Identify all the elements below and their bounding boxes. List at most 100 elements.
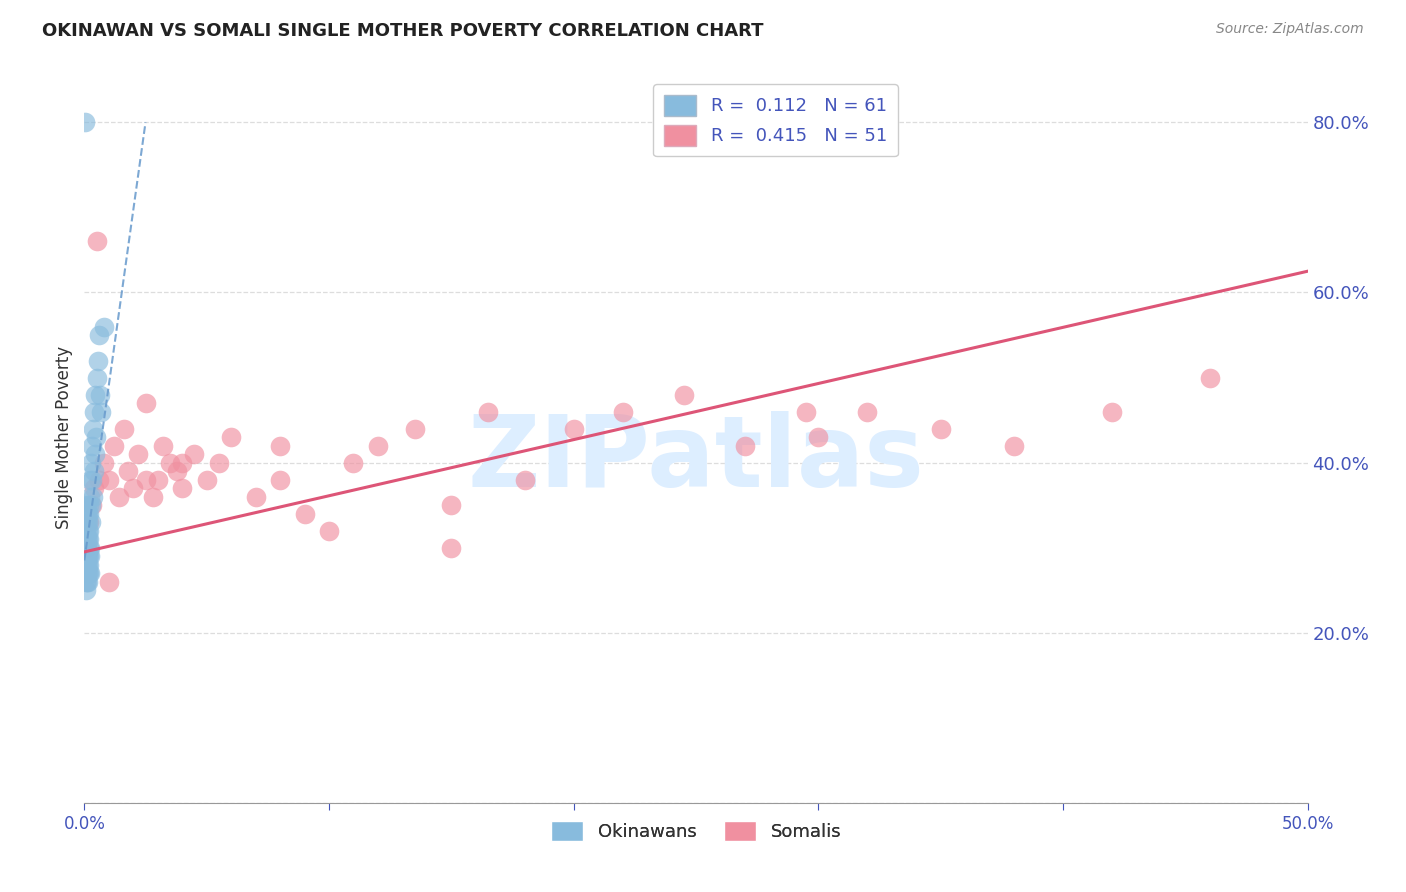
Legend: Okinawans, Somalis: Okinawans, Somalis	[544, 814, 848, 848]
Point	[269, 473, 291, 487]
Point	[672, 387, 695, 401]
Point	[76, 498, 98, 512]
Text: ZIPatlas: ZIPatlas	[468, 410, 924, 508]
Point	[219, 430, 242, 444]
Point	[79, 566, 101, 581]
Point	[83, 464, 105, 478]
Point	[80, 515, 103, 529]
Point	[82, 473, 104, 487]
Point	[77, 558, 100, 572]
Point	[75, 515, 97, 529]
Point	[79, 490, 101, 504]
Point	[87, 328, 110, 343]
Point	[76, 549, 98, 563]
Point	[75, 532, 97, 546]
Point	[76, 532, 98, 546]
Point	[112, 421, 135, 435]
Point	[208, 456, 231, 470]
Point	[77, 566, 100, 581]
Point	[84, 387, 107, 401]
Point	[87, 473, 110, 487]
Point	[183, 447, 205, 461]
Point	[195, 473, 218, 487]
Point	[76, 532, 98, 546]
Point	[75, 524, 97, 538]
Point	[76, 566, 98, 581]
Point	[76, 524, 98, 538]
Point	[76, 541, 98, 555]
Point	[82, 421, 104, 435]
Point	[1002, 439, 1025, 453]
Point	[76, 507, 98, 521]
Point	[77, 507, 100, 521]
Point	[77, 515, 100, 529]
Point	[87, 353, 110, 368]
Point	[76, 566, 98, 581]
Point	[404, 421, 426, 435]
Point	[342, 456, 364, 470]
Point	[152, 439, 174, 453]
Point	[77, 524, 100, 538]
Point	[159, 456, 181, 470]
Point	[80, 439, 103, 453]
Point	[146, 473, 169, 487]
Point	[76, 541, 98, 555]
Point	[103, 439, 125, 453]
Point	[86, 235, 108, 249]
Point	[440, 498, 463, 512]
Point	[97, 473, 120, 487]
Point	[93, 456, 115, 470]
Point	[794, 404, 817, 418]
Point	[80, 498, 103, 512]
Point	[77, 574, 100, 589]
Point	[562, 421, 585, 435]
Point	[856, 404, 879, 418]
Point	[73, 115, 96, 129]
Point	[75, 541, 97, 555]
Point	[76, 549, 98, 563]
Point	[142, 490, 165, 504]
Point	[367, 439, 389, 453]
Point	[93, 319, 115, 334]
Point	[127, 447, 149, 461]
Point	[75, 574, 97, 589]
Point	[75, 566, 97, 581]
Point	[76, 558, 98, 572]
Point	[75, 583, 97, 598]
Point	[172, 456, 194, 470]
Point	[76, 515, 98, 529]
Point	[97, 574, 120, 589]
Point	[77, 515, 100, 529]
Point	[76, 574, 98, 589]
Point	[513, 473, 536, 487]
Point	[1198, 370, 1220, 384]
Point	[79, 507, 101, 521]
Point	[77, 532, 100, 546]
Point	[89, 387, 111, 401]
Point	[80, 498, 103, 512]
Point	[79, 549, 101, 563]
Point	[734, 439, 756, 453]
Point	[83, 447, 105, 461]
Text: Source: ZipAtlas.com: Source: ZipAtlas.com	[1216, 22, 1364, 37]
Point	[77, 498, 100, 512]
Point	[135, 473, 157, 487]
Point	[84, 430, 107, 444]
Point	[117, 464, 139, 478]
Point	[318, 524, 340, 538]
Point	[79, 473, 101, 487]
Point	[135, 396, 157, 410]
Point	[477, 404, 499, 418]
Point	[107, 490, 129, 504]
Point	[79, 541, 101, 555]
Point	[440, 541, 463, 555]
Point	[86, 370, 108, 384]
Point	[77, 558, 100, 572]
Point	[73, 541, 96, 555]
Point	[245, 490, 267, 504]
Point	[166, 464, 188, 478]
Point	[75, 549, 97, 563]
Y-axis label: Single Mother Poverty: Single Mother Poverty	[55, 345, 73, 529]
Point	[77, 549, 100, 563]
Point	[83, 404, 105, 418]
